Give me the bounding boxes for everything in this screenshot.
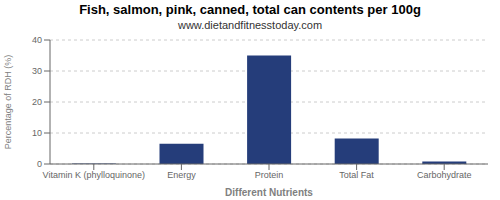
svg-text:Percentage of RDH (%): Percentage of RDH (%) xyxy=(8,55,13,150)
svg-text:Different Nutrients: Different Nutrients xyxy=(225,187,313,198)
html-text:Fish, salmon, pink, canned, to: Fish, salmon, pink, canned, total can co… xyxy=(79,2,421,17)
svg-text:Protein: Protein xyxy=(255,170,284,180)
svg-text:Total Fat: Total Fat xyxy=(339,170,374,180)
svg-text:40: 40 xyxy=(32,35,42,45)
svg-text:20: 20 xyxy=(32,97,42,107)
svg-text:0: 0 xyxy=(37,159,42,169)
html-text:www.dietandfitnesstoday.com: www.dietandfitnesstoday.com xyxy=(178,19,322,31)
svg-text:Energy: Energy xyxy=(167,170,196,180)
svg-text:10: 10 xyxy=(32,128,42,138)
svg-text:30: 30 xyxy=(32,66,42,76)
svg-text:Carbohydrate: Carbohydrate xyxy=(417,170,472,180)
svg-text:Vitamin K (phylloquinone): Vitamin K (phylloquinone) xyxy=(43,170,145,180)
